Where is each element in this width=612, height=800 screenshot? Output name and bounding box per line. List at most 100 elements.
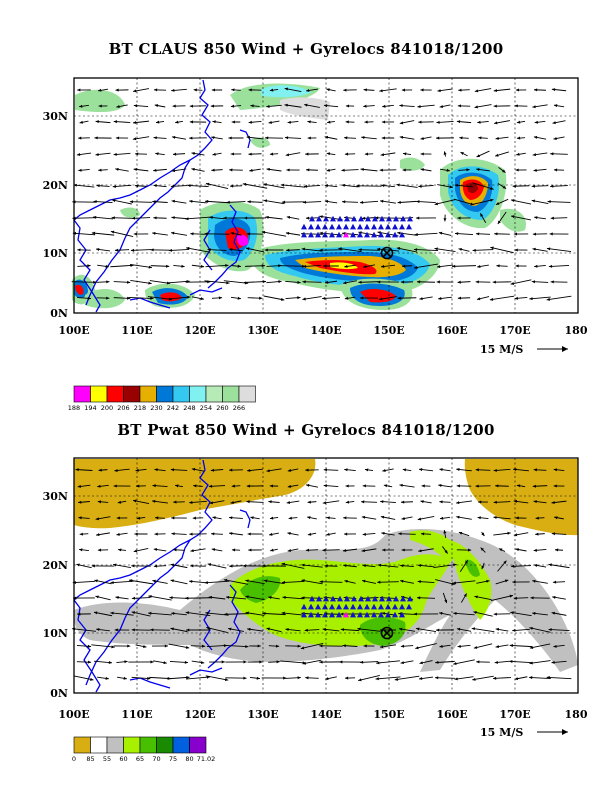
gyre-marker xyxy=(322,232,328,238)
wind-vector xyxy=(229,532,243,535)
color-key-tick-label: 71.02 xyxy=(197,755,216,763)
wind-vector xyxy=(308,137,317,140)
wind-vector xyxy=(437,265,453,268)
color-key-swatch xyxy=(91,737,108,753)
wind-vector xyxy=(323,501,339,504)
wind-vector xyxy=(133,121,149,124)
wind-vector xyxy=(475,105,492,109)
wind-vector xyxy=(473,249,494,252)
wind-vector xyxy=(437,280,454,283)
wind-vector xyxy=(306,168,318,171)
wind-vector xyxy=(381,516,395,520)
lon-label: 140E xyxy=(310,708,341,721)
wind-vector xyxy=(134,532,147,535)
gyre-marker xyxy=(308,232,314,238)
color-key-tick-label: 242 xyxy=(167,404,179,412)
wind-vector xyxy=(419,468,433,471)
wind-vector xyxy=(533,233,547,236)
wind-vector xyxy=(97,280,110,283)
wind-vector xyxy=(77,645,91,648)
wind-vector xyxy=(152,232,168,235)
wind-vector xyxy=(325,184,338,187)
wind-vector xyxy=(534,265,546,268)
wind-vector xyxy=(212,120,221,123)
wind-vector xyxy=(212,153,221,156)
color-key-swatch xyxy=(173,737,190,753)
wind-vector xyxy=(130,264,152,268)
wind-vector xyxy=(72,217,95,220)
gyre-marker xyxy=(322,224,328,230)
wind-vector xyxy=(205,200,229,203)
wind-vector xyxy=(345,153,355,156)
wind-vector xyxy=(212,548,223,551)
wind-vector xyxy=(134,104,148,107)
color-key-tick-label: 75 xyxy=(169,755,177,763)
wind-vector xyxy=(534,88,546,91)
wind-vector xyxy=(517,121,525,124)
gyre-marker xyxy=(350,224,356,230)
gyre-marker xyxy=(378,224,384,230)
wind-vector xyxy=(325,136,338,139)
wind-vector xyxy=(246,500,263,503)
wind-vector xyxy=(516,548,527,551)
wind-vector xyxy=(455,232,473,235)
wind-vector xyxy=(532,105,547,108)
color-key-swatch xyxy=(91,386,108,402)
wind-vector xyxy=(150,281,170,285)
wind-vector xyxy=(153,216,166,219)
lon-label: 120E xyxy=(184,708,215,721)
wind-vector xyxy=(475,89,491,93)
wind-vector xyxy=(248,297,263,300)
lon-label: 100E xyxy=(58,324,89,337)
color-key-swatch xyxy=(107,737,124,753)
wind-vector xyxy=(516,89,526,92)
lon-label: 130E xyxy=(247,324,278,337)
wind-vector xyxy=(74,184,95,187)
lat-label-20n: 20N xyxy=(43,179,68,192)
wind-vector xyxy=(325,677,337,680)
wind-vector xyxy=(458,89,469,92)
wind-vector xyxy=(79,548,89,551)
wind-vector xyxy=(401,501,413,504)
wind-vector xyxy=(515,297,528,300)
wind-vector xyxy=(345,677,355,680)
wind-vector xyxy=(77,248,90,251)
wind-vector xyxy=(206,676,229,681)
gyre-marker xyxy=(407,216,413,222)
lon-label: 150E xyxy=(373,324,404,337)
wind-vector xyxy=(552,596,566,599)
wind-vector xyxy=(98,169,107,172)
wind-vector xyxy=(440,517,450,520)
wind-vector xyxy=(477,297,489,301)
wind-vector xyxy=(189,580,207,583)
wind-vector xyxy=(169,676,190,679)
wind-vector xyxy=(554,168,564,171)
wind-vector xyxy=(553,581,565,584)
wind-vector xyxy=(341,169,358,172)
wind-vector xyxy=(439,500,450,503)
wind-vector xyxy=(326,533,335,536)
wind-vector xyxy=(534,169,547,172)
lon-label: 120E xyxy=(184,324,215,337)
wind-vector xyxy=(379,89,396,92)
wind-vector xyxy=(549,265,569,268)
wind-vector xyxy=(78,169,89,172)
wind-vector xyxy=(269,121,280,124)
wind-vector xyxy=(326,516,335,519)
wind-vector xyxy=(303,660,322,665)
wind-vector xyxy=(419,297,432,300)
wind-vector xyxy=(115,596,128,599)
wind-vector xyxy=(115,168,128,171)
wind-vector xyxy=(384,484,392,487)
wind-vector xyxy=(400,121,414,125)
wind-vector xyxy=(472,676,493,681)
lat-label-30n: 30N xyxy=(43,490,68,503)
wind-vector xyxy=(346,104,354,107)
color-key-tick-label: 248 xyxy=(183,404,195,412)
wind-vector xyxy=(478,516,489,519)
wind-vector xyxy=(548,200,571,203)
claus-cloud-field xyxy=(72,84,526,310)
wind-vector xyxy=(496,645,509,648)
wind-vector xyxy=(73,581,95,584)
wind-vector xyxy=(73,232,95,235)
